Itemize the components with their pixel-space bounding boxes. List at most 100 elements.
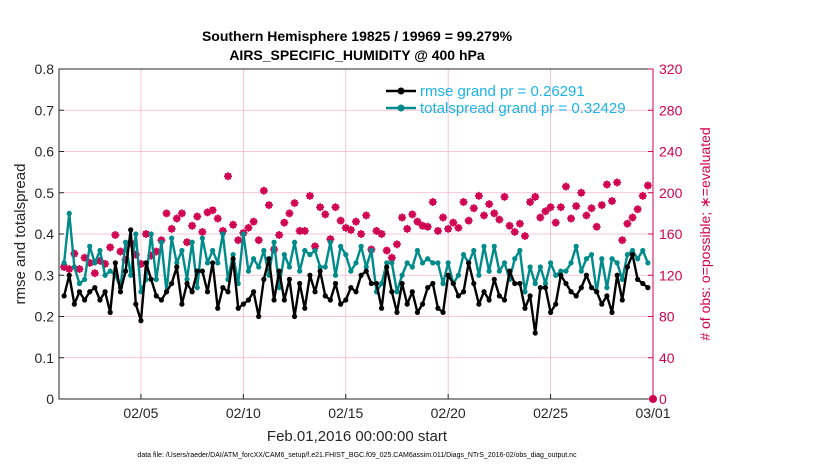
obs-evaluated-stroke	[255, 236, 263, 244]
obs-evaluated-point	[608, 197, 617, 205]
spread-point	[640, 247, 646, 254]
spread-point	[66, 210, 72, 216]
obs-evaluated-point	[618, 236, 627, 245]
obs-evaluated-point	[398, 213, 407, 222]
obs-evaluated-stroke	[490, 210, 498, 217]
rmse-point	[61, 293, 67, 299]
obs-evaluated-point	[454, 223, 463, 232]
obs-evaluated-point	[638, 191, 647, 200]
obs-evaluated-stroke	[618, 236, 626, 244]
spread-point	[87, 243, 93, 249]
spread-point	[215, 260, 221, 266]
obs-evaluated-stroke	[572, 202, 580, 210]
obs-evaluated-stroke	[521, 232, 529, 240]
obs-evaluated-point	[587, 204, 596, 213]
xtick-label: 03/01	[635, 405, 670, 421]
rmse-point	[619, 297, 625, 303]
obs-evaluated-point	[249, 217, 258, 226]
obs-evaluated-point	[408, 210, 417, 219]
rmse-point	[486, 297, 492, 303]
obs-evaluated-stroke	[536, 214, 544, 221]
obs-evaluated-stroke	[398, 214, 406, 221]
rmse-point	[276, 268, 282, 274]
rmse-point	[148, 276, 154, 282]
obs-evaluated-point	[116, 247, 125, 256]
rmse-point	[133, 301, 139, 307]
obs-evaluated-point	[254, 236, 263, 245]
rmse-point	[204, 289, 211, 295]
rmse-point	[343, 297, 349, 303]
rmse-point	[112, 260, 118, 266]
rmse-point	[348, 285, 354, 291]
obs-evaluated-point	[613, 178, 622, 187]
obs-evaluated-stroke	[275, 231, 283, 239]
spread-point	[97, 247, 103, 254]
obs-evaluated-stroke	[250, 218, 257, 225]
obs-evaluated-stroke	[408, 211, 416, 218]
obs-evaluated-stroke	[193, 213, 201, 220]
ytick-right-label: 280	[659, 102, 683, 118]
spread-point	[496, 268, 502, 274]
spread-point	[624, 252, 630, 258]
spread-point	[399, 272, 405, 278]
rmse-point	[358, 272, 364, 278]
spread-point	[512, 256, 518, 262]
obs-evaluated-point	[208, 206, 217, 215]
spread-point	[430, 260, 436, 266]
obs-evaluated-stroke	[76, 265, 83, 273]
series-rmse	[61, 227, 651, 336]
ytick-left-label: 0.3	[35, 267, 55, 283]
obs-evaluated-stroke	[501, 193, 508, 201]
rmse-point	[389, 289, 395, 295]
obs-evaluated-point	[305, 191, 314, 200]
spread-point	[425, 256, 431, 262]
obs-evaluated-point	[505, 221, 514, 230]
obs-evaluated-stroke	[106, 244, 114, 251]
spread-point	[179, 247, 185, 254]
obs-evaluated-stroke	[81, 254, 88, 262]
obs-evaluated-stroke	[644, 182, 652, 189]
obs-evaluated-point	[285, 209, 294, 218]
rmse-point	[476, 301, 482, 307]
spread-point	[194, 285, 200, 291]
spread-point	[537, 264, 543, 270]
rmse-point	[353, 289, 359, 295]
spread-point	[440, 280, 446, 287]
obs-evaluated-stroke	[629, 214, 636, 221]
spread-point	[174, 260, 180, 266]
spread-point	[245, 268, 252, 274]
obs-evaluated-point	[193, 212, 202, 221]
rmse-point	[163, 289, 170, 295]
rmse-point	[153, 293, 159, 299]
spread-point	[368, 247, 374, 254]
obs-evaluated-point	[464, 216, 473, 225]
obs-evaluated-stroke	[475, 192, 483, 200]
spread-point	[379, 280, 385, 287]
spread-point	[583, 256, 590, 262]
spread-point	[158, 239, 165, 245]
ytick-right-label: 240	[659, 144, 683, 160]
rmse-point	[614, 272, 620, 278]
rmse-point	[332, 280, 339, 287]
obs-evaluated-point	[428, 198, 437, 207]
footer-datafile: data file: /Users/raeder/DAI/ATM_forcXX/…	[137, 452, 577, 459]
obs-evaluated-point	[264, 201, 273, 210]
obs-evaluated-point	[316, 203, 325, 212]
rmse-point	[368, 280, 374, 287]
rmse-point	[450, 280, 456, 287]
xtick-label: 02/25	[533, 405, 568, 421]
rmse-point	[215, 305, 221, 311]
obs-evaluated-stroke	[362, 212, 370, 219]
rmse-point	[261, 276, 267, 282]
ytick-right-label: 320	[659, 61, 683, 77]
obs-evaluated-stroke	[526, 198, 534, 206]
spread-point	[394, 289, 400, 295]
spread-point	[107, 268, 113, 274]
rmse-point	[573, 293, 579, 299]
obs-evaluated-stroke	[291, 199, 298, 207]
rmse-point	[76, 289, 83, 295]
obs-evaluated-stroke	[588, 204, 595, 212]
rmse-point	[194, 268, 200, 274]
legend-marker-rmse	[397, 87, 405, 95]
spread-point	[563, 268, 569, 274]
